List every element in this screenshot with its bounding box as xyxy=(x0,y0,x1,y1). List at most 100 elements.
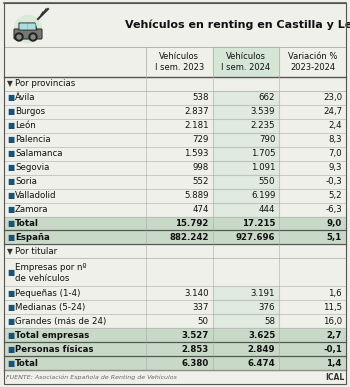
Bar xyxy=(212,356,279,370)
Bar xyxy=(212,231,279,245)
Text: ■: ■ xyxy=(7,268,14,277)
Text: León: León xyxy=(15,122,36,130)
Text: 729: 729 xyxy=(192,135,209,144)
Text: 3.140: 3.140 xyxy=(184,289,209,298)
Text: 1.091: 1.091 xyxy=(251,163,275,172)
Text: Total: Total xyxy=(15,219,39,228)
Text: Ávila: Ávila xyxy=(15,93,35,103)
Text: Soria: Soria xyxy=(15,177,37,186)
Text: Total: Total xyxy=(15,358,39,368)
Text: ■: ■ xyxy=(7,289,14,298)
Text: 2,4: 2,4 xyxy=(328,122,342,130)
Bar xyxy=(4,77,346,91)
Bar xyxy=(212,119,279,133)
Text: 552: 552 xyxy=(192,177,209,186)
Bar xyxy=(4,188,346,202)
Text: 1.705: 1.705 xyxy=(251,149,275,158)
Text: ■: ■ xyxy=(7,107,14,116)
Text: 1.593: 1.593 xyxy=(184,149,209,158)
Text: ■: ■ xyxy=(7,303,14,312)
Text: FUENTE: Asociación Española de Renting de Vehículos: FUENTE: Asociación Española de Renting d… xyxy=(6,374,177,380)
Bar xyxy=(212,161,279,175)
Text: Valladolid: Valladolid xyxy=(15,191,56,200)
Text: Vehículos
I sem. 2024: Vehículos I sem. 2024 xyxy=(222,51,271,72)
Text: ■: ■ xyxy=(7,358,14,368)
Text: 2.181: 2.181 xyxy=(184,122,209,130)
FancyBboxPatch shape xyxy=(14,29,42,39)
Text: Grandes (más de 24): Grandes (más de 24) xyxy=(15,317,106,326)
Bar xyxy=(212,91,279,105)
Text: 927.696: 927.696 xyxy=(236,233,275,242)
Text: 337: 337 xyxy=(192,303,209,312)
Text: Palencia: Palencia xyxy=(15,135,51,144)
Text: 1,6: 1,6 xyxy=(328,289,342,298)
Text: ■: ■ xyxy=(7,135,14,144)
Circle shape xyxy=(14,15,42,43)
Text: ▼: ▼ xyxy=(7,247,13,256)
Text: ■: ■ xyxy=(7,93,14,103)
Text: 998: 998 xyxy=(193,163,209,172)
Bar xyxy=(212,314,279,328)
Text: 7,0: 7,0 xyxy=(328,149,342,158)
Bar xyxy=(212,105,279,119)
Text: 2.235: 2.235 xyxy=(251,122,275,130)
Bar xyxy=(4,105,346,119)
Bar xyxy=(212,147,279,161)
Text: Total empresas: Total empresas xyxy=(15,330,89,340)
Text: Zamora: Zamora xyxy=(15,205,49,214)
Bar xyxy=(4,342,346,356)
Text: 5.889: 5.889 xyxy=(184,191,209,200)
Text: Por provincias: Por provincias xyxy=(15,79,75,89)
Bar xyxy=(4,300,346,314)
Text: de vehículos: de vehículos xyxy=(15,274,69,283)
Text: -0,3: -0,3 xyxy=(325,177,342,186)
Circle shape xyxy=(17,35,21,39)
Text: 882.242: 882.242 xyxy=(169,233,209,242)
Text: ■: ■ xyxy=(7,191,14,200)
Bar xyxy=(4,161,346,175)
Text: 1,4: 1,4 xyxy=(327,358,342,368)
Bar xyxy=(4,3,346,47)
Text: ■: ■ xyxy=(7,149,14,158)
Text: Vehículos en renting en Castilla y León: Vehículos en renting en Castilla y León xyxy=(125,20,350,30)
Bar xyxy=(4,328,346,342)
Text: 3.625: 3.625 xyxy=(248,330,275,340)
Text: 9,3: 9,3 xyxy=(329,163,342,172)
Text: 2.849: 2.849 xyxy=(248,344,275,354)
Bar xyxy=(4,133,346,147)
Bar xyxy=(212,133,279,147)
Text: 550: 550 xyxy=(259,177,275,186)
Bar xyxy=(212,202,279,216)
Text: Personas físicas: Personas físicas xyxy=(15,344,93,354)
Bar xyxy=(212,216,279,231)
Text: 790: 790 xyxy=(259,135,275,144)
Bar xyxy=(4,119,346,133)
Bar xyxy=(4,259,346,286)
Text: Vehículos
I sem. 2023: Vehículos I sem. 2023 xyxy=(155,51,204,72)
Text: 3.191: 3.191 xyxy=(251,289,275,298)
Bar xyxy=(212,47,279,77)
Text: 17.215: 17.215 xyxy=(242,219,275,228)
Text: Por titular: Por titular xyxy=(15,247,57,256)
Text: 16,0: 16,0 xyxy=(323,317,342,326)
Bar xyxy=(4,286,346,300)
Text: ICAL: ICAL xyxy=(325,373,344,382)
Text: 24,7: 24,7 xyxy=(323,107,342,116)
Text: 2.837: 2.837 xyxy=(184,107,209,116)
Circle shape xyxy=(15,33,23,41)
Text: ■: ■ xyxy=(7,177,14,186)
Bar xyxy=(4,91,346,105)
Text: Salamanca: Salamanca xyxy=(15,149,63,158)
Text: 5,2: 5,2 xyxy=(328,191,342,200)
Text: 474: 474 xyxy=(192,205,209,214)
Text: ■: ■ xyxy=(7,317,14,326)
Text: Medianas (5-24): Medianas (5-24) xyxy=(15,303,85,312)
Text: 6.380: 6.380 xyxy=(181,358,209,368)
Text: Empresas por nº: Empresas por nº xyxy=(15,263,86,272)
Text: 11,5: 11,5 xyxy=(323,303,342,312)
Text: 8,3: 8,3 xyxy=(328,135,342,144)
Text: Burgos: Burgos xyxy=(15,107,45,116)
Text: 444: 444 xyxy=(259,205,275,214)
Text: 50: 50 xyxy=(198,317,209,326)
Bar xyxy=(212,300,279,314)
